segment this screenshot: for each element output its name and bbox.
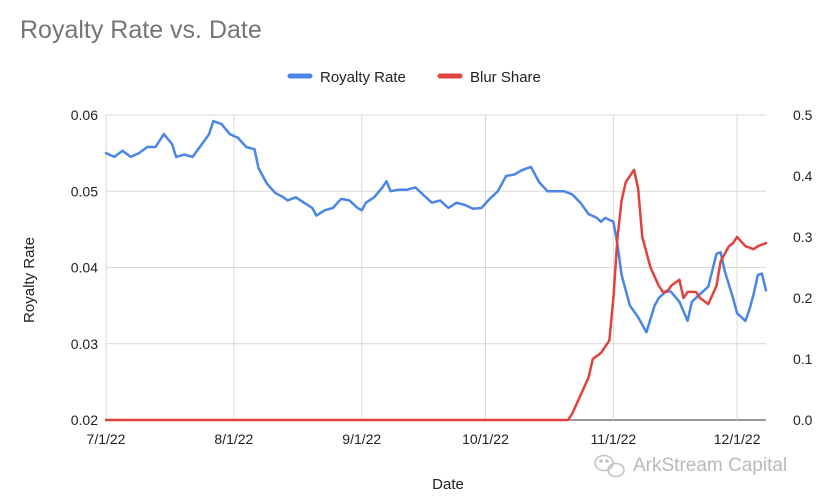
legend-item-royalty-rate[interactable]: Royalty Rate xyxy=(287,69,406,86)
x-tick-label: 10/1/22 xyxy=(462,431,509,447)
x-tick-label: 12/1/22 xyxy=(714,431,761,447)
x-tick-label: 7/1/22 xyxy=(87,431,126,447)
legend-item-blur-share[interactable]: Blur Share xyxy=(437,69,541,86)
x-tick-label: 11/1/22 xyxy=(591,431,637,447)
y-tick-label: 0.06 xyxy=(71,107,98,123)
y-tick-label: 0.04 xyxy=(71,260,98,276)
y2-tick-label: 0.0 xyxy=(793,412,813,428)
y2-tick-label: 0.3 xyxy=(793,229,813,245)
x-tick-label: 9/1/22 xyxy=(342,431,381,447)
x-axis-label: Date xyxy=(432,476,464,493)
gridlines xyxy=(105,114,766,421)
y-tick-label: 0.02 xyxy=(71,412,98,428)
y-tick-label: 0.03 xyxy=(71,336,98,352)
legend-label-royalty-rate: Royalty Rate xyxy=(320,69,406,86)
series-line-blur-share[interactable] xyxy=(104,168,768,422)
series-layer xyxy=(104,119,768,422)
watermark-text: ArkStream Capital xyxy=(633,455,787,476)
y2-tick-label: 0.5 xyxy=(793,107,813,123)
y-axis-label: Royalty Rate xyxy=(21,237,38,323)
chart-title: Royalty Rate vs. Date xyxy=(20,16,262,44)
wechat-icon xyxy=(594,454,625,478)
legend: Royalty Rate Blur Share xyxy=(287,69,541,86)
tick-labels: 0.02 0.03 0.04 0.05 0.06 0.0 0.1 0.2 0.3 0.4 0.5 7/… xyxy=(71,107,813,447)
y-tick-label: 0.05 xyxy=(71,183,98,199)
y2-tick-label: 0.1 xyxy=(793,351,813,367)
y2-tick-label: 0.2 xyxy=(793,290,813,306)
y2-tick-label: 0.4 xyxy=(793,168,813,184)
series-line-royalty-rate[interactable] xyxy=(104,119,768,334)
legend-label-blur-share: Blur Share xyxy=(470,69,541,86)
watermark: ArkStream Capital xyxy=(594,454,787,478)
x-tick-label: 8/1/22 xyxy=(214,431,253,447)
